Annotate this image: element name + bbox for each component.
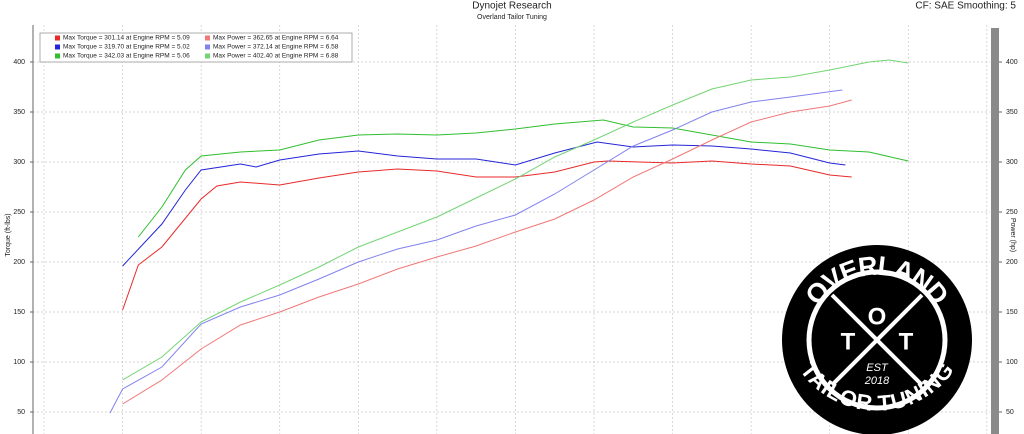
y2-tick-label: 400: [1006, 59, 1018, 66]
y2-axis-label: Power (hp): [1009, 218, 1016, 252]
legend-swatch: [55, 53, 60, 59]
legend-label: Max Torque = 319.70 at Engine RPM = 5.02: [63, 44, 190, 51]
y2-axis-bar: [991, 28, 999, 434]
series-line: [122, 141, 846, 267]
corner-note: CF: SAE Smoothing: 5: [915, 1, 1016, 12]
series-lines: [109, 59, 909, 414]
legend-box: [39, 32, 353, 63]
logo-year: 2018: [864, 375, 890, 387]
y2-tick-label: 150: [1006, 309, 1018, 316]
legend-label: Max Power = 372.14 at Engine RPM = 6.58: [213, 44, 339, 51]
series-line: [122, 160, 852, 311]
legend-swatch: [205, 53, 210, 59]
y-tick-label: 400: [13, 59, 25, 66]
legend-swatch: [205, 35, 210, 41]
series-line: [122, 99, 852, 405]
legend-swatch: [55, 44, 60, 50]
logo-letter: T: [899, 328, 914, 355]
y2-tick-label: 300: [1006, 159, 1018, 166]
legend-swatch: [55, 35, 60, 41]
y-tick-label: 150: [13, 309, 25, 316]
logo-cross: [830, 293, 924, 387]
y-tick-label: 250: [13, 209, 25, 216]
chart-title: Dynojet Research: [472, 1, 551, 12]
y2-tick-label: 100: [1006, 359, 1018, 366]
logo-ring: [806, 269, 948, 411]
legend-label: Max Power = 362.65 at Engine RPM = 6.64: [213, 35, 339, 42]
logo-est: EST: [866, 362, 889, 374]
chart-subtitle: Overland Tailor Tuning: [477, 14, 547, 21]
y-tick-label: 100: [13, 359, 25, 366]
series-line: [109, 89, 843, 414]
legend-label: Max Power = 402.40 at Engine RPM = 6.88: [213, 53, 339, 60]
y-tick-label: 350: [13, 109, 25, 116]
logo: OVERLAND T O T EST 2018 TAILOR TUNING: [782, 245, 972, 434]
series-line: [137, 119, 909, 238]
y-tick-label: 200: [13, 259, 25, 266]
y2-tick-label: 350: [1006, 109, 1018, 116]
y2-tick-label: 250: [1006, 209, 1018, 216]
series-line: [122, 59, 909, 381]
y2-tick-label: 200: [1006, 259, 1018, 266]
legend: Max Torque = 301.14 at Engine RPM = 5.09…: [55, 35, 339, 60]
y2-tick-label: 50: [1006, 409, 1014, 416]
logo-letter: T: [841, 328, 856, 355]
y-tick-label: 300: [13, 159, 25, 166]
legend-label: Max Torque = 342.03 at Engine RPM = 5.06: [63, 53, 190, 60]
logo-letter: O: [868, 303, 887, 330]
legend-label: Max Torque = 301.14 at Engine RPM = 5.09: [63, 35, 190, 42]
y-axis-label: Torque (ft-lbs): [5, 213, 12, 256]
y-tick-label: 50: [17, 409, 25, 416]
legend-swatch: [205, 44, 210, 50]
